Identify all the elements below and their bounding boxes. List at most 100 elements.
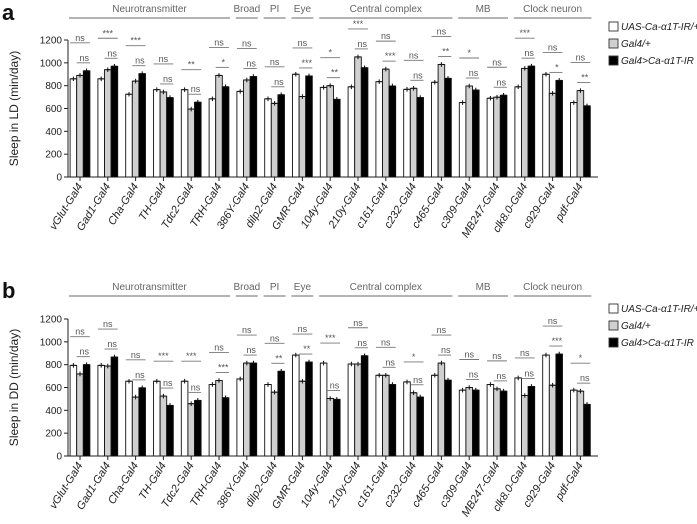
sig-label: ns	[131, 350, 141, 360]
bar-cross	[249, 362, 258, 457]
bar-cross	[249, 76, 258, 178]
bar-cross	[138, 73, 146, 178]
y-axis-label: Sleep in LD (min/day)	[7, 51, 21, 166]
group-label: Clock neuron	[523, 282, 582, 293]
sig-label: ns	[464, 350, 474, 360]
panel-b: b Sleep in DD (min/day) 0 200 400 600 800 1000 1…	[2, 278, 697, 519]
sig-label: ***	[552, 336, 563, 346]
bar-uas	[180, 89, 189, 178]
bar-uas	[570, 389, 578, 457]
bar-uas	[264, 98, 272, 178]
bar-gal4	[437, 63, 446, 178]
sig-label: ***	[353, 19, 364, 29]
group-label: Central complex	[350, 282, 422, 293]
bar-uas	[208, 384, 217, 457]
sig-label: ***	[103, 28, 114, 38]
legend-swatch	[608, 55, 619, 66]
legend-swatch	[608, 337, 619, 348]
bar-cross	[82, 70, 91, 178]
bar-uas	[431, 374, 439, 457]
sig-label: ns	[163, 74, 173, 84]
bar-gal4	[76, 373, 84, 457]
legend-label: UAS-Ca-α1T-IR/+	[621, 304, 697, 315]
bar-cross	[138, 387, 146, 457]
sig-label: ns	[214, 37, 224, 47]
sig-label: ns	[298, 38, 308, 48]
y-tick-label: 200	[45, 429, 62, 440]
bar-uas	[180, 380, 189, 457]
bar-gal4	[131, 80, 140, 178]
bar-uas	[403, 381, 411, 457]
sig-label: ns	[469, 370, 479, 380]
sig-label: ***	[158, 351, 169, 361]
bar-gal4	[548, 92, 557, 178]
sig-label: ns	[524, 368, 534, 378]
bar-cross	[305, 75, 313, 178]
bar-gal4	[104, 365, 112, 457]
bar-cross	[388, 384, 397, 457]
sig-label: ns	[80, 347, 90, 357]
legend-label: UAS-Ca-α1T-IR/+	[621, 22, 697, 33]
sig-label: ***	[325, 333, 336, 343]
sig-label: ***	[385, 51, 396, 61]
group-label: Broad	[233, 282, 260, 293]
y-tick-label: 0	[56, 173, 62, 184]
sig-label: ns	[441, 345, 451, 355]
sig-label: *	[579, 353, 583, 363]
sig-label: ns	[492, 57, 502, 67]
sig-label: ns	[107, 339, 117, 349]
bar-gal4	[298, 380, 307, 457]
group-label: Clock neuron	[523, 4, 582, 15]
bar-cross	[333, 98, 341, 178]
sig-label: ns	[353, 318, 363, 328]
legend-swatch	[608, 303, 619, 314]
y-tick-label: 800	[45, 360, 62, 371]
bar-cross	[166, 404, 174, 457]
sig-label: ns	[409, 50, 419, 60]
sig-label: ns	[298, 324, 308, 334]
bar-gal4	[521, 395, 529, 457]
bar-cross	[555, 79, 563, 178]
bar-uas	[264, 384, 272, 457]
sig-label: ns	[381, 337, 391, 347]
bar-uas	[347, 363, 356, 457]
sig-label: ns	[80, 53, 90, 63]
sig-label: ns	[437, 26, 447, 36]
bar-uas	[542, 354, 550, 457]
sig-label: ns	[75, 327, 85, 337]
group-label: PI	[270, 4, 279, 15]
sig-label: *	[222, 57, 226, 67]
bar-uas	[403, 88, 411, 178]
bar-cross	[472, 389, 480, 457]
panel-a: a Sleep in LD (min/day) 0 200 400 600 800 1000 1…	[2, 0, 697, 240]
bar-gal4	[243, 79, 251, 178]
y-tick-label: 200	[45, 150, 62, 161]
sig-label: ***	[520, 28, 531, 38]
y-tick-label: 1000	[40, 337, 63, 348]
group-label: Eye	[294, 282, 312, 293]
bar-uas	[375, 374, 383, 457]
sig-label: ns	[497, 77, 507, 87]
bar-gal4	[548, 384, 557, 457]
bar-uas	[570, 102, 578, 178]
bar-cross	[444, 379, 452, 457]
sig-label: ns	[548, 42, 558, 52]
sig-label: ns	[548, 316, 558, 326]
bar-cross	[360, 67, 369, 178]
sig-label: ns	[385, 357, 395, 367]
bar-gal4	[382, 374, 390, 457]
sig-label: ns	[242, 39, 252, 49]
bar-gal4	[382, 68, 390, 178]
bar-uas	[208, 98, 217, 178]
legend-label: Gal4>Ca-α1T-IR	[621, 338, 694, 349]
sig-label: ns	[580, 373, 590, 383]
bar-cross	[499, 94, 508, 178]
y-tick-label: 600	[45, 104, 62, 115]
bar-cross	[166, 97, 174, 178]
bar-uas	[431, 81, 439, 178]
group-label: Central complex	[350, 4, 422, 15]
panel-letter: a	[2, 0, 15, 25]
bar-gal4	[354, 56, 362, 178]
bar-gal4	[493, 96, 501, 178]
